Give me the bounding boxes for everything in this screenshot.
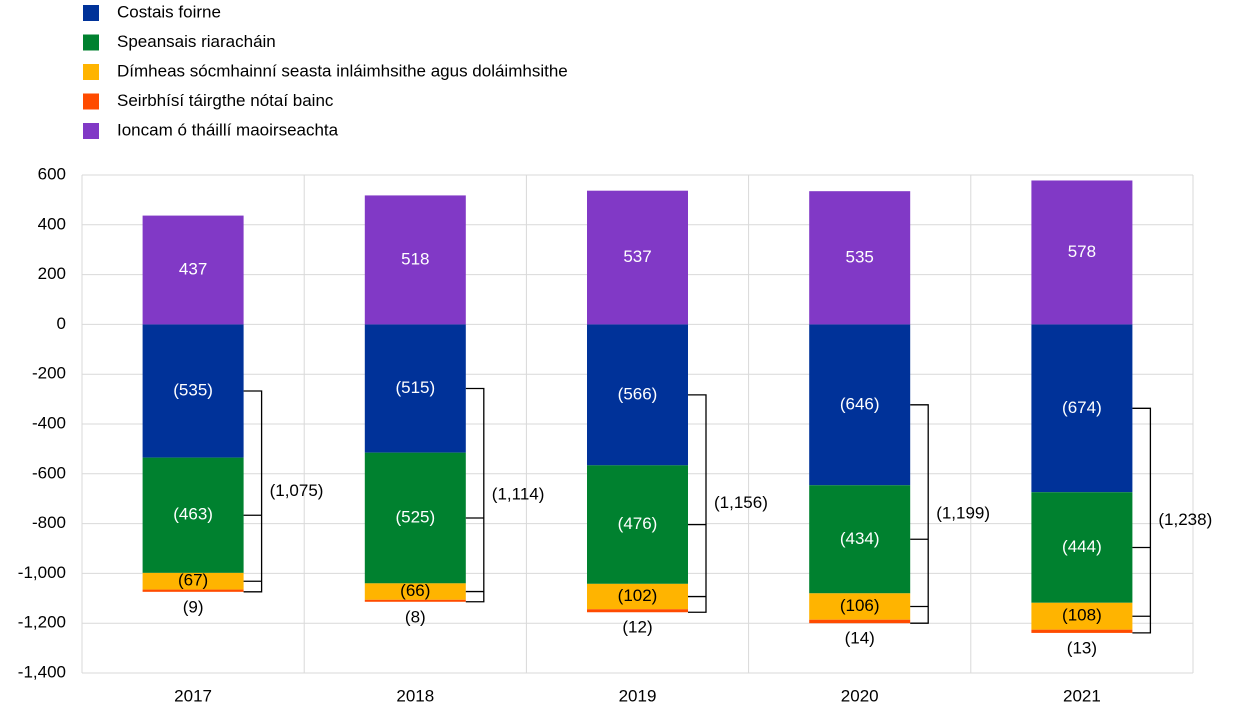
data-label: (566) [618,384,658,403]
x-tick-label: 2018 [396,686,434,705]
legend-swatch [83,34,99,51]
bar-segment [364,195,466,325]
bracket [465,387,485,603]
bracket [243,390,263,593]
legend-swatch [83,5,99,21]
bracket-label: (1,199) [936,503,990,522]
data-label: (646) [840,394,880,413]
bar-segment [587,465,688,584]
bar-segment [364,452,466,584]
data-label: (476) [618,514,658,533]
bar-segment [142,589,244,592]
data-label: 578 [1068,242,1096,261]
data-label: 437 [179,259,207,278]
x-tick-label: 2019 [619,686,657,705]
data-label: (102) [618,586,658,605]
legend-label: Ioncam ó tháillí maoirseachta [117,120,339,139]
bracket-label: (1,114) [492,485,545,504]
bracket-label: (1,075) [270,481,324,500]
legend-swatch [83,123,99,139]
bar-segment [587,324,688,466]
data-label: (12) [622,618,652,637]
bar-segment [364,599,466,602]
data-label: (444) [1062,537,1102,556]
y-tick-label: -1,400 [18,662,66,681]
legend-label: Dímheas sócmhainní seasta inláimhsithe a… [117,61,568,80]
bar-segment [364,583,466,600]
bar-segment [587,190,688,325]
x-tick-label: 2017 [174,686,212,705]
y-tick-label: 0 [57,314,66,333]
bracket-label: (1,156) [714,493,768,512]
bar-segment [142,572,244,590]
data-label: (463) [173,505,213,524]
legend-swatch [83,93,99,110]
y-tick-label: -600 [32,463,66,482]
bracket [688,394,707,613]
data-label: (66) [400,581,430,600]
data-label: (106) [840,596,880,615]
y-tick-label: 600 [38,164,66,183]
bar-segment [142,324,244,458]
y-tick-label: 200 [38,264,66,283]
data-label: (13) [1067,638,1097,657]
data-label: (8) [405,607,426,626]
data-label: 535 [846,247,874,266]
y-tick-label: -1,200 [18,613,66,632]
legend-label: Seirbhísí táirgthe nótaí bainc [117,91,334,110]
bar-segment [809,324,911,486]
bar-segment [809,191,911,325]
bar-segment [1031,629,1133,633]
y-tick-label: 400 [38,214,66,233]
x-tick-label: 2020 [841,686,879,705]
bar-segment [142,457,244,573]
bracket [1132,407,1152,634]
x-tick-label: 2021 [1063,686,1101,705]
bar-segment [364,324,466,453]
bar-segment [587,609,688,613]
data-label: 518 [401,249,429,268]
legend-swatch [83,64,99,80]
bar-segment [809,619,911,624]
data-label: (14) [845,629,875,648]
bar-segment [142,215,244,325]
y-tick-label: -200 [32,364,66,383]
bar-segment [1031,180,1133,325]
bar-segment [587,583,688,610]
y-tick-label: -800 [32,513,66,532]
legend-label: Speansais riaracháin [117,32,276,51]
data-label: (674) [1062,398,1102,417]
data-label: (9) [183,597,204,616]
bracket [910,404,929,624]
data-label: (515) [395,378,435,397]
bar-segment [1031,492,1133,603]
y-tick-label: -400 [32,413,66,432]
data-label: 537 [623,247,651,266]
data-label: (434) [840,529,880,548]
data-label: (535) [173,380,213,399]
data-label: (108) [1062,606,1102,625]
legend-label: Costais foirne [117,2,221,21]
y-tick-label: -1,000 [18,563,66,582]
bar-segment [1031,324,1133,493]
bar-segment [1031,602,1133,630]
bar-segment [809,593,911,620]
data-label: (525) [395,507,435,526]
data-label: (67) [178,571,208,590]
bracket-label: (1,238) [1158,510,1212,529]
bar-segment [809,485,911,594]
